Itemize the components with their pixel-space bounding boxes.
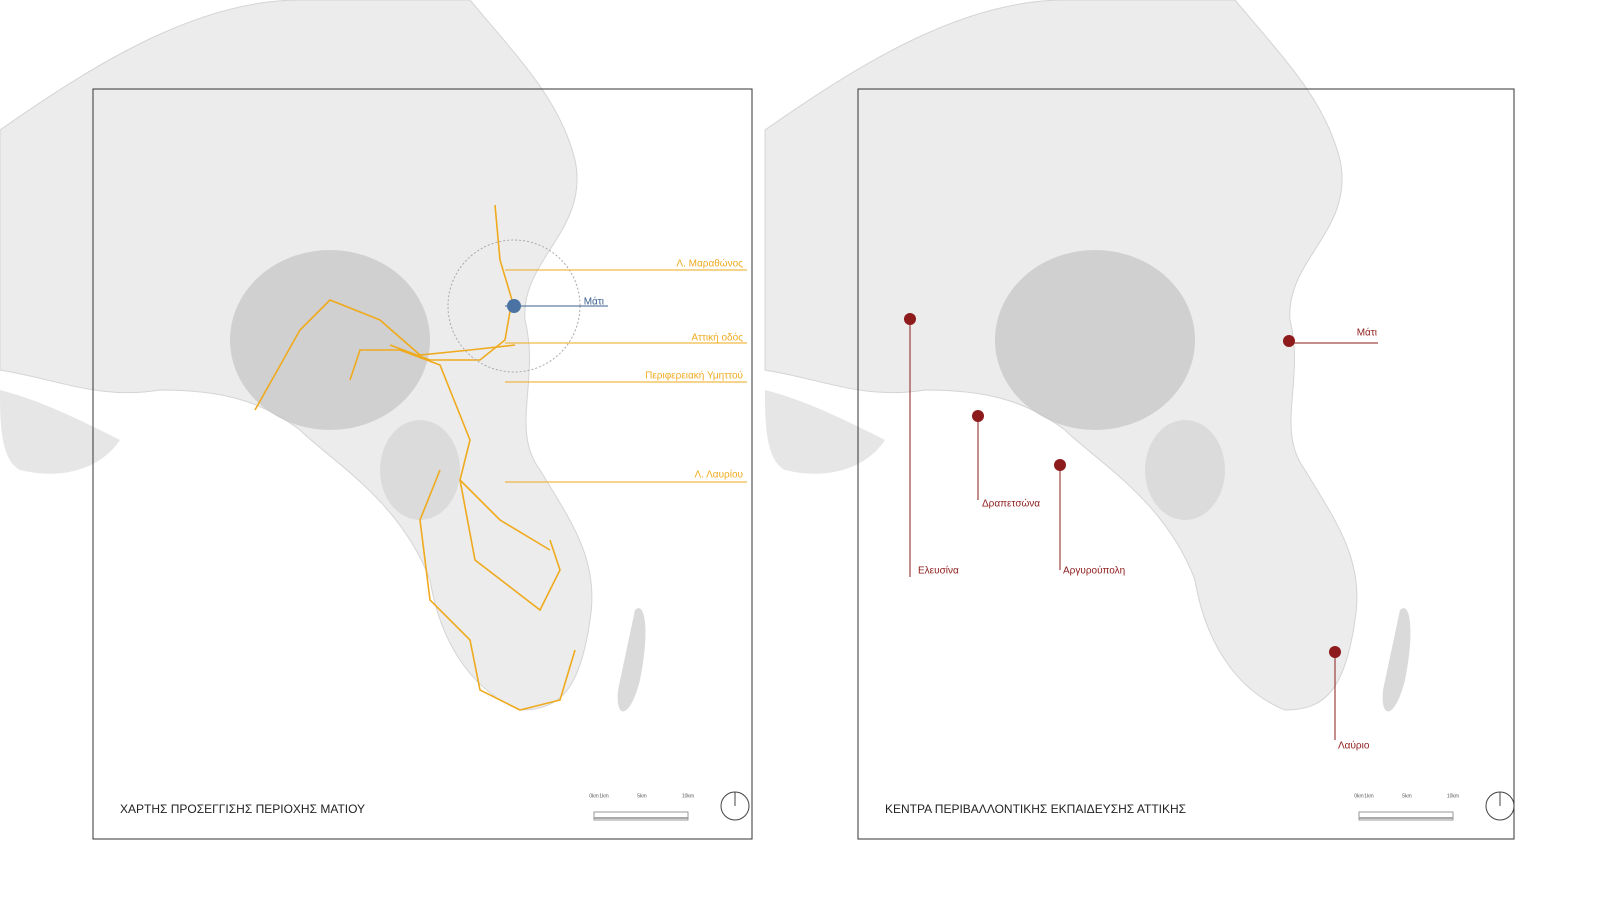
road <box>254 299 516 411</box>
location-marker <box>507 299 521 313</box>
scale-label: 0km <box>589 793 598 799</box>
map-base: ΚΕΝΤΡΑ ΠΕΡΙΒΑΛΛΟΝΤΙΚΗΣ ΕΚΠΑΙΔΕΥΣΗΣ ΑΤΤΙΚ… <box>764 0 1515 840</box>
scale-label: 5km <box>637 793 646 799</box>
urban-area <box>995 250 1195 430</box>
scale-bar <box>593 811 689 821</box>
location-marker <box>972 410 984 422</box>
frame <box>92 88 753 840</box>
scale-label: 10km <box>682 793 694 799</box>
place-label: Μάτι <box>1357 327 1377 339</box>
frame <box>857 88 1515 840</box>
location-marker <box>1283 335 1295 347</box>
scale-label: 0km <box>1354 793 1363 799</box>
road-label: Λ. Λαυρίου <box>694 469 743 481</box>
road <box>459 479 551 551</box>
place-label: Αργυρούπολη <box>1063 565 1125 577</box>
place-label: Δραπετσώνα <box>982 498 1040 510</box>
road-label: Μάτι <box>584 296 604 308</box>
place-label: Λαύριο <box>1338 740 1370 752</box>
scale-label: 10km <box>1447 793 1459 799</box>
land-west <box>0 390 120 474</box>
road <box>419 469 576 711</box>
map-title: ΧΑΡΤΗΣ ΠΡΟΣΕΓΓΙΣΗΣ ΠΕΡΙΟΧΗΣ ΜΑΤΙΟΥ <box>120 802 365 816</box>
location-marker <box>1329 646 1341 658</box>
land-west <box>765 390 885 474</box>
road-label: Αττική οδός <box>691 332 743 344</box>
location-marker <box>904 313 916 325</box>
urban-area <box>230 250 430 430</box>
road <box>349 349 561 612</box>
island <box>1382 608 1411 712</box>
island <box>617 608 646 712</box>
scale-label: 1km <box>1364 793 1373 799</box>
road-label: Περιφερειακή Υμηττού <box>645 370 743 382</box>
location-marker <box>1054 459 1066 471</box>
scale-label: 5km <box>1402 793 1411 799</box>
map-title: ΚΕΝΤΡΑ ΠΕΡΙΒΑΛΛΟΝΤΙΚΗΣ ΕΚΠΑΙΔΕΥΣΗΣ ΑΤΤΙΚ… <box>885 802 1186 816</box>
urban-area <box>1145 420 1225 520</box>
urban-area <box>380 420 460 520</box>
scale-label: 1km <box>599 793 608 799</box>
place-label: Ελευσίνα <box>918 565 959 577</box>
map-base: ΧΑΡΤΗΣ ΠΡΟΣΕΓΓΙΣΗΣ ΠΕΡΙΟΧΗΣ ΜΑΤΙΟΥ 0km 1km… <box>0 0 753 840</box>
scale-bar <box>1358 811 1454 821</box>
road-label: Λ. Μαραθώνος <box>676 258 743 270</box>
road <box>389 204 513 361</box>
